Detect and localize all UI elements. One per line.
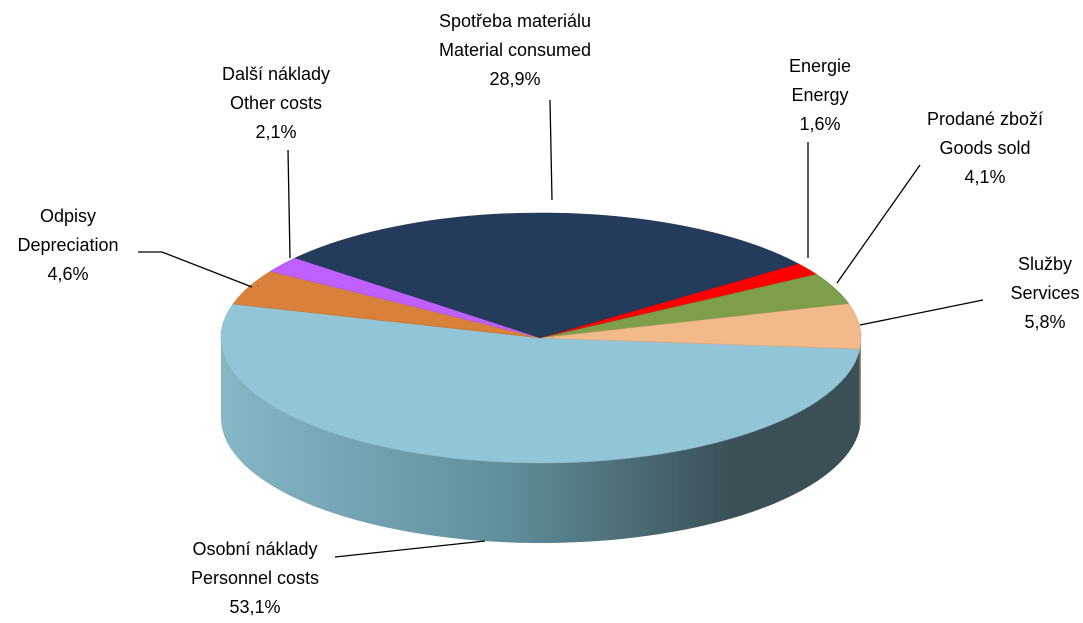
slice-label-en: Goods sold [939,138,1030,158]
slice-side [859,338,861,429]
slice-label-en: Other costs [230,93,322,113]
slice-label: Prodané zboží [927,109,1043,129]
slice [294,212,800,339]
slice-label-en: Energy [791,85,848,105]
value-label: 2,1% [255,122,296,142]
slice-label-en: Depreciation [17,235,118,255]
value-label: 4,1% [964,167,1005,187]
value-label: 4,6% [47,264,88,284]
slice-label: Služby [1018,254,1072,274]
value-label: 1,6% [799,114,840,134]
slice-label-en: Material consumed [439,40,591,60]
leader-line [334,540,486,558]
value-label: 28,9% [489,69,540,89]
leader-line [549,99,553,201]
slice-label: Osobní náklady [192,539,317,559]
slice-label: Odpisy [40,206,96,226]
slice-label: Spotřeba materiálu [439,11,591,31]
leader-line [287,149,291,259]
value-label: 53,1% [229,597,280,617]
slice [220,303,861,464]
slice-label: Energie [789,56,851,76]
leader-line [138,251,253,288]
slice-label-en: Personnel costs [191,568,319,588]
value-label: 5,8% [1024,312,1065,332]
slice-label: Další náklady [222,64,330,84]
slice [540,303,862,350]
slice-label-en: Services [1010,283,1079,303]
leader-line [859,299,984,326]
slice-side [221,338,860,544]
leader-line [836,164,921,284]
